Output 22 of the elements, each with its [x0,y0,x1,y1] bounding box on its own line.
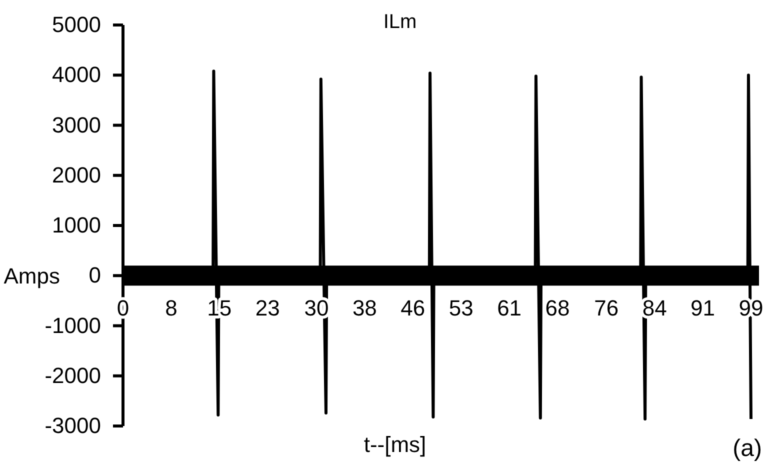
x-tick-label: 68 [545,296,570,321]
text: (a) [732,435,762,462]
x-tick-label: 46 [400,296,426,321]
x-tick-label: 38 [352,296,377,321]
y-tick-label: -2000 [44,362,101,388]
y-axis-title: Amps [4,263,60,288]
y-tick-label: 2000 [52,162,101,188]
y-tick-label: 1000 [52,212,101,238]
x-axis-title: t--[ms] [364,432,426,457]
y-tick-label: -1000 [44,312,101,338]
x-tick-label: 91 [690,296,716,321]
x-tick-label: 23 [255,296,280,321]
x-tick-label: 53 [448,296,474,321]
chart-title: ILm [383,11,417,33]
x-tick-label: 76 [594,296,619,321]
y-tick-label: 5000 [52,12,101,38]
x-tick-label: 8 [165,296,178,321]
y-tick-label: 3000 [52,112,101,138]
y-tick-label: 4000 [52,62,101,88]
x-tick-label: 61 [497,296,522,321]
y-tick-label: 0 [88,262,101,288]
y-tick-label: -3000 [44,413,101,438]
